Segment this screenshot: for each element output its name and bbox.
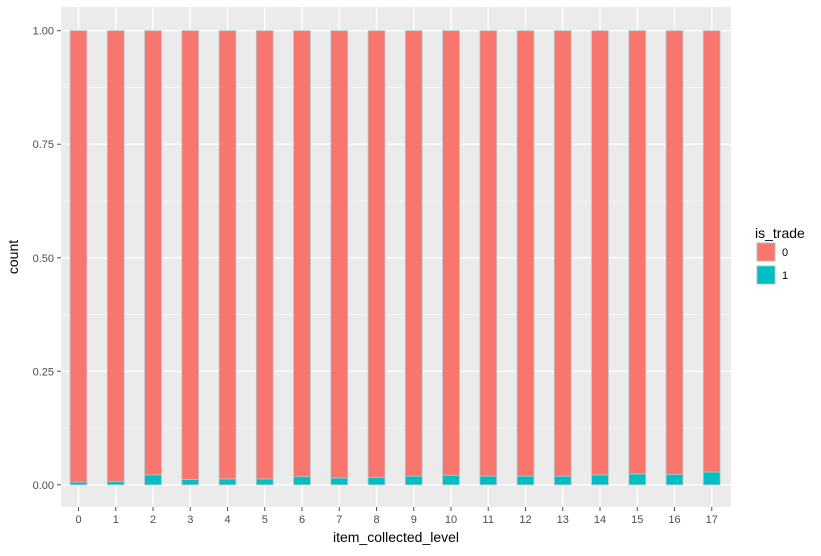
y-axis: 0.00 0.25 0.50 0.75 1.00 bbox=[33, 26, 61, 492]
bar-segment-1 bbox=[628, 473, 647, 486]
minor-gridlines bbox=[61, 86, 731, 429]
y-tick-label: 0.75 bbox=[33, 139, 54, 151]
legend: is_trade 01 bbox=[755, 225, 805, 285]
x-axis: 0 1 2 3 4 5 6 7 8 9 10 11 12 13 14 15 16 17 bbox=[75, 507, 718, 526]
bar-segment-1 bbox=[479, 475, 498, 486]
bars-group bbox=[69, 30, 721, 486]
bar-segment-1 bbox=[144, 474, 162, 486]
x-tick-label: 7 bbox=[336, 514, 342, 526]
legend-items: 01 bbox=[756, 242, 788, 285]
legend-title: is_trade bbox=[755, 225, 805, 241]
legend-key-0 bbox=[756, 242, 776, 262]
y-tick-label: 0.25 bbox=[33, 366, 54, 378]
bar-segment-1 bbox=[553, 475, 572, 486]
x-tick-label: 4 bbox=[224, 514, 230, 526]
bar-segment-0 bbox=[665, 30, 684, 475]
bar-segment-1 bbox=[702, 471, 721, 486]
x-tick-label: 16 bbox=[668, 514, 680, 526]
x-tick-label: 5 bbox=[262, 514, 268, 526]
x-tick-label: 3 bbox=[187, 514, 193, 526]
bar-segment-0 bbox=[553, 30, 572, 477]
x-tick-label: 1 bbox=[113, 514, 119, 526]
y-axis-title: count bbox=[5, 240, 21, 274]
bar-segment-1 bbox=[106, 481, 125, 486]
x-tick-label: 6 bbox=[299, 514, 305, 526]
bar-segment-0 bbox=[293, 30, 311, 478]
bar-segment-0 bbox=[367, 30, 386, 478]
legend-label-1: 1 bbox=[782, 270, 788, 282]
x-tick-label: 10 bbox=[445, 514, 457, 526]
bar-segment-1 bbox=[255, 478, 274, 486]
bar-segment-0 bbox=[516, 30, 535, 477]
bar-segment-0 bbox=[479, 30, 498, 477]
legend-key-1 bbox=[756, 265, 776, 285]
legend-label-0: 0 bbox=[782, 247, 788, 259]
bar-segment-0 bbox=[628, 30, 647, 475]
bar-segment-0 bbox=[106, 30, 125, 483]
y-tick-label: 0.50 bbox=[33, 253, 54, 265]
x-tick-label: 14 bbox=[594, 514, 606, 526]
bar-segment-0 bbox=[702, 30, 721, 473]
x-tick-label: 17 bbox=[706, 514, 718, 526]
bar-segment-0 bbox=[442, 30, 460, 476]
bar-segment-0 bbox=[181, 30, 200, 480]
x-tick-label: 0 bbox=[75, 514, 81, 526]
bar-segment-1 bbox=[293, 476, 311, 486]
x-tick-label: 13 bbox=[557, 514, 569, 526]
x-tick-label: 8 bbox=[373, 514, 379, 526]
bar-segment-0 bbox=[69, 30, 88, 483]
bar-segment-1 bbox=[367, 477, 386, 486]
bar-segment-0 bbox=[330, 30, 349, 479]
bar-segment-1 bbox=[516, 475, 535, 486]
y-tick-label: 0.00 bbox=[33, 480, 54, 492]
bar-segment-1 bbox=[330, 477, 349, 486]
bar-segment-0 bbox=[218, 30, 237, 480]
bar-segment-0 bbox=[255, 30, 274, 480]
y-tick-label: 1.00 bbox=[33, 26, 54, 38]
bar-segment-0 bbox=[404, 30, 423, 477]
bar-segment-1 bbox=[665, 473, 684, 486]
x-tick-label: 12 bbox=[519, 514, 531, 526]
bar-segment-1 bbox=[404, 475, 423, 486]
x-tick-label: 2 bbox=[150, 514, 156, 526]
x-tick-label: 9 bbox=[411, 514, 417, 526]
plot-panel bbox=[61, 7, 731, 507]
bar-segment-1 bbox=[218, 478, 237, 486]
x-tick-label: 11 bbox=[483, 514, 494, 526]
bar-segment-0 bbox=[144, 30, 162, 476]
x-tick-label: 15 bbox=[631, 514, 643, 526]
bar-segment-1 bbox=[69, 481, 88, 486]
bar-segment-1 bbox=[181, 478, 200, 486]
bar-segment-0 bbox=[591, 30, 609, 476]
bar-segment-1 bbox=[591, 474, 609, 486]
x-axis-title: item_collected_level bbox=[333, 529, 459, 545]
bar-segment-1 bbox=[442, 474, 460, 486]
